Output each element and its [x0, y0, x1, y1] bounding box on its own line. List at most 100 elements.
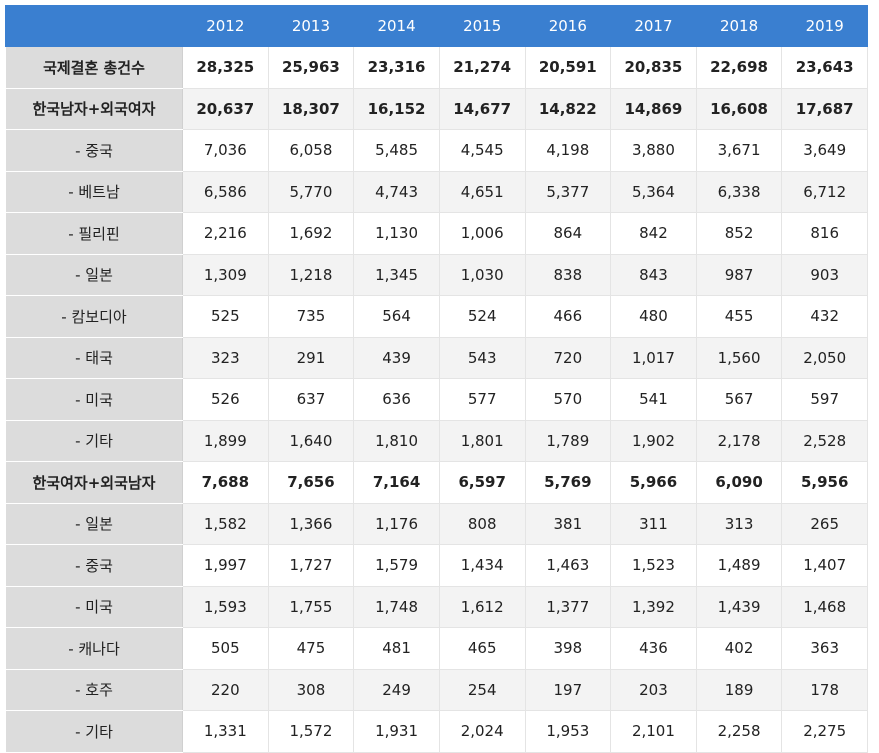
table-cell: 25,963	[267, 46, 355, 89]
row-label: - 호주	[5, 668, 183, 711]
table-cell: 2,258	[695, 710, 783, 753]
table-cell: 1,377	[524, 585, 612, 628]
table-cell: 5,377	[524, 170, 612, 213]
table-cell: 567	[695, 378, 783, 421]
table-cell: 564	[353, 295, 440, 338]
table-cell: 291	[267, 336, 355, 379]
table-cell: 6,058	[267, 129, 355, 172]
table-cell: 1,345	[353, 253, 440, 296]
table-cell: 1,755	[267, 585, 355, 628]
table-cell: 1,523	[610, 544, 697, 587]
table-row: - 중국 7,036 6,058 5,485 4,545 4,198 3,880 3,671 3…	[5, 129, 868, 172]
table-cell: 265	[781, 502, 868, 545]
table-cell: 1,727	[267, 544, 355, 587]
table-cell: 7,164	[353, 461, 440, 504]
header-year: 2017	[610, 5, 697, 47]
table-cell: 541	[610, 378, 697, 421]
table-row: 국제결혼 총건수 28,325 25,963 23,316 21,274 20,591 20…	[5, 46, 868, 89]
table-cell: 249	[353, 668, 440, 711]
table-cell: 6,338	[695, 170, 783, 213]
table-cell: 6,090	[695, 461, 783, 504]
row-label: - 기타	[5, 710, 183, 753]
header-year: 2016	[524, 5, 612, 47]
table-row: - 기타 1,899 1,640 1,810 1,801 1,789 1,902 2,178 2…	[5, 419, 868, 462]
row-label: - 캄보디아	[5, 295, 183, 338]
table-cell: 1,130	[353, 212, 440, 255]
table-row: - 일본 1,309 1,218 1,345 1,030 838 843 987 903	[5, 253, 868, 296]
table-row: - 호주 220 308 249 254 197 203 189 178	[5, 668, 868, 711]
table-cell: 4,198	[524, 129, 612, 172]
table-cell: 852	[695, 212, 783, 255]
table-cell: 1,468	[781, 585, 868, 628]
table-cell: 432	[781, 295, 868, 338]
table-cell: 313	[695, 502, 783, 545]
table-cell: 720	[524, 336, 612, 379]
table-cell: 7,688	[182, 461, 269, 504]
table-cell: 843	[610, 253, 697, 296]
table-cell: 1,489	[695, 544, 783, 587]
table-cell: 526	[182, 378, 269, 421]
table-cell: 2,275	[781, 710, 868, 753]
table-cell: 1,006	[438, 212, 526, 255]
table-cell: 1,560	[695, 336, 783, 379]
table-cell: 5,770	[267, 170, 355, 213]
table-cell: 1,176	[353, 502, 440, 545]
table-cell: 1,218	[267, 253, 355, 296]
table-row: 한국남자+외국여자 20,637 18,307 16,152 14,677 14,822 1…	[5, 87, 868, 130]
table-cell: 597	[781, 378, 868, 421]
table-cell: 525	[182, 295, 269, 338]
table-cell: 28,325	[182, 46, 269, 89]
table-cell: 735	[267, 295, 355, 338]
header-year: 2013	[267, 5, 355, 47]
table-cell: 1,366	[267, 502, 355, 545]
table-row: - 일본 1,582 1,366 1,176 808 381 311 313 265	[5, 502, 868, 545]
row-label: - 필리핀	[5, 212, 183, 255]
table-cell: 4,545	[438, 129, 526, 172]
table-cell: 505	[182, 627, 269, 670]
row-label: - 중국	[5, 129, 183, 172]
table-cell: 1,434	[438, 544, 526, 587]
table-cell: 189	[695, 668, 783, 711]
table-cell: 7,036	[182, 129, 269, 172]
table-cell: 7,656	[267, 461, 355, 504]
table-cell: 363	[781, 627, 868, 670]
table-cell: 455	[695, 295, 783, 338]
table-cell: 1,572	[267, 710, 355, 753]
row-label: 한국여자+외국남자	[5, 461, 183, 504]
table-cell: 570	[524, 378, 612, 421]
table-cell: 3,649	[781, 129, 868, 172]
table-cell: 6,712	[781, 170, 868, 213]
table-row: - 베트남 6,586 5,770 4,743 4,651 5,377 5,364 6,338…	[5, 170, 868, 213]
table-cell: 1,748	[353, 585, 440, 628]
row-label: - 미국	[5, 585, 183, 628]
table-cell: 1,801	[438, 419, 526, 462]
table-row: 한국여자+외국남자 7,688 7,656 7,164 6,597 5,769 5,966 6…	[5, 461, 868, 504]
header-corner	[5, 5, 183, 47]
table-cell: 18,307	[267, 87, 355, 130]
marriage-table-container: 2012 2013 2014 2015 2016 2017 2018 2019 …	[5, 5, 868, 753]
table-row: - 필리핀 2,216 1,692 1,130 1,006 864 842 852 816	[5, 212, 868, 255]
table-cell: 481	[353, 627, 440, 670]
table-cell: 1,030	[438, 253, 526, 296]
table-cell: 2,024	[438, 710, 526, 753]
table-row: - 캄보디아 525 735 564 524 466 480 455 432	[5, 295, 868, 338]
table-cell: 3,880	[610, 129, 697, 172]
table-cell: 3,671	[695, 129, 783, 172]
header-year: 2014	[353, 5, 440, 47]
table-cell: 398	[524, 627, 612, 670]
table-cell: 23,316	[353, 46, 440, 89]
table-cell: 14,677	[438, 87, 526, 130]
table-cell: 4,743	[353, 170, 440, 213]
table-cell: 220	[182, 668, 269, 711]
table-cell: 524	[438, 295, 526, 338]
table-row: - 미국 526 637 636 577 570 541 567 597	[5, 378, 868, 421]
table-row: - 태국 323 291 439 543 720 1,017 1,560 2,050	[5, 336, 868, 379]
table-cell: 23,643	[781, 46, 868, 89]
table-cell: 480	[610, 295, 697, 338]
table-cell: 197	[524, 668, 612, 711]
row-label: - 미국	[5, 378, 183, 421]
table-cell: 20,835	[610, 46, 697, 89]
table-cell: 2,101	[610, 710, 697, 753]
table-cell: 20,591	[524, 46, 612, 89]
table-cell: 22,698	[695, 46, 783, 89]
